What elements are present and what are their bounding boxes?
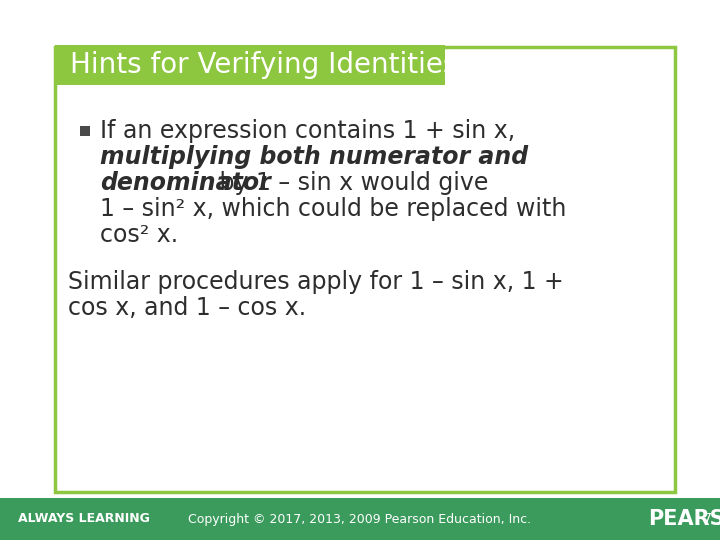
Text: ALWAYS LEARNING: ALWAYS LEARNING [18, 512, 150, 525]
Text: 7: 7 [704, 512, 712, 525]
Text: by 1 – sin x would give: by 1 – sin x would give [212, 171, 488, 195]
FancyBboxPatch shape [80, 126, 90, 136]
Text: cos x, and 1 – cos x.: cos x, and 1 – cos x. [68, 296, 306, 320]
Text: denominator: denominator [100, 171, 271, 195]
FancyBboxPatch shape [0, 498, 720, 540]
Text: Similar procedures apply for 1 – sin x, 1 +: Similar procedures apply for 1 – sin x, … [68, 270, 564, 294]
Text: 1 – sin² x, which could be replaced with: 1 – sin² x, which could be replaced with [100, 197, 567, 221]
Text: PEARSON: PEARSON [648, 509, 720, 529]
Text: multiplying both numerator and: multiplying both numerator and [100, 145, 528, 169]
Text: cos² x.: cos² x. [100, 223, 178, 247]
FancyBboxPatch shape [55, 47, 675, 492]
Text: Hints for Verifying Identities: Hints for Verifying Identities [70, 51, 457, 79]
FancyBboxPatch shape [55, 45, 445, 85]
Text: If an expression contains 1 + sin x,: If an expression contains 1 + sin x, [100, 119, 515, 143]
Text: Copyright © 2017, 2013, 2009 Pearson Education, Inc.: Copyright © 2017, 2013, 2009 Pearson Edu… [189, 512, 531, 525]
